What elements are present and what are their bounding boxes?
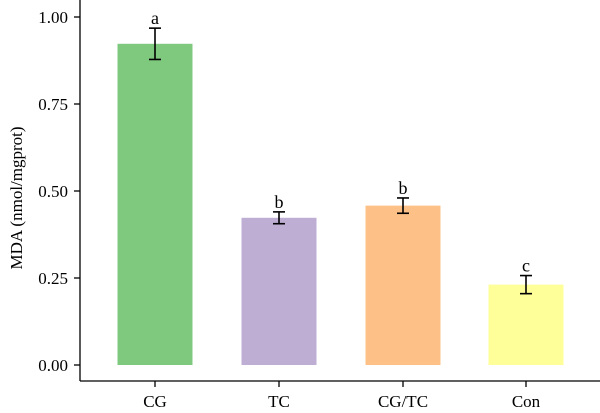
plot-area: a b b c <box>117 8 564 366</box>
y-tick-label: 0.50 <box>38 182 68 201</box>
significance-label: a <box>151 8 159 28</box>
y-tick-label: 1.00 <box>38 8 68 27</box>
significance-label: b <box>399 178 408 198</box>
x-tick-label: TC <box>268 392 290 411</box>
y-axis-ticks: 0.00 0.25 0.50 0.75 1.00 <box>38 8 80 375</box>
bar-cg <box>117 43 193 366</box>
bar-con <box>488 284 564 365</box>
y-tick-label: 0.00 <box>38 356 68 375</box>
y-tick-label: 0.25 <box>38 269 68 288</box>
x-tick-label: CG <box>143 392 167 411</box>
x-axis-ticks: CG TC CG/TC Con <box>143 381 541 411</box>
x-tick-label: Con <box>512 392 541 411</box>
significance-label: b <box>275 192 284 212</box>
significance-label: c <box>522 256 530 276</box>
x-tick-label: CG/TC <box>378 392 428 411</box>
bar-tc <box>241 217 317 365</box>
y-tick-label: 0.75 <box>38 95 68 114</box>
y-axis-title: MDA (nmol/mgprot) <box>7 126 26 269</box>
bar-cg-tc <box>365 205 441 365</box>
